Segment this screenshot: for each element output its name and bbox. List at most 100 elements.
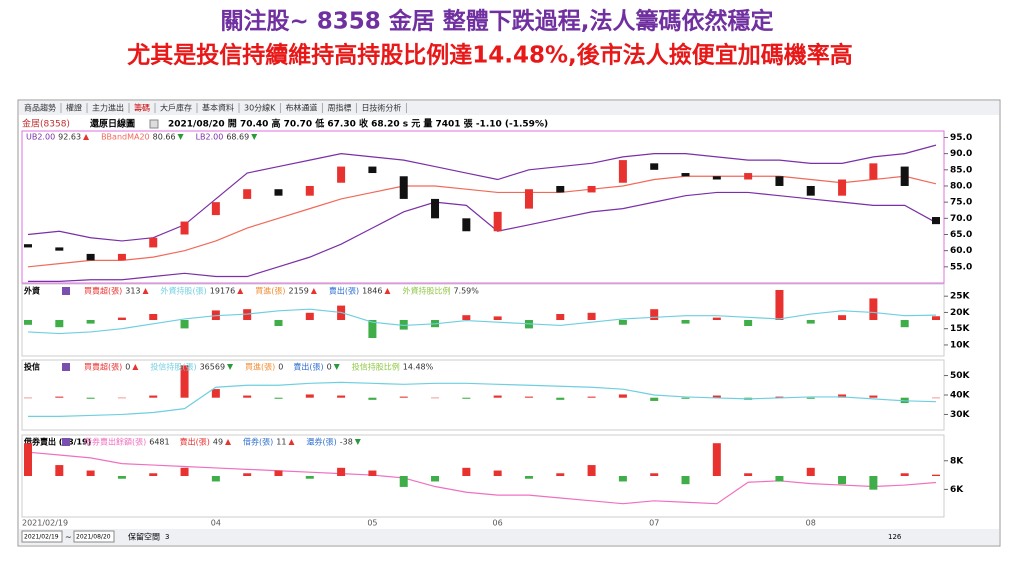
bar — [650, 473, 659, 476]
bar — [838, 315, 847, 320]
bar — [211, 389, 220, 398]
legend-value: 2159 — [288, 287, 308, 296]
tab[interactable]: 日技術分析 — [361, 103, 401, 113]
candle — [305, 185, 314, 196]
legend-value: 49 — [213, 438, 223, 447]
date-input[interactable] — [21, 530, 63, 543]
line — [27, 144, 937, 242]
candle — [180, 221, 189, 235]
trend-arrow — [384, 288, 391, 294]
legend-value: 6481 — [149, 438, 169, 447]
bar — [55, 465, 64, 476]
space-value[interactable]: 3 — [165, 533, 169, 541]
line — [28, 381, 937, 417]
bar — [211, 476, 220, 482]
bar — [712, 395, 721, 398]
bar — [869, 476, 878, 490]
candle — [274, 189, 283, 196]
bar — [305, 394, 314, 398]
mode-icon[interactable] — [149, 119, 159, 129]
bar — [681, 320, 690, 324]
tab[interactable]: 主力進出 — [92, 103, 124, 113]
candle — [368, 166, 377, 174]
trend-arrow — [227, 364, 234, 370]
bar — [838, 476, 847, 485]
bar — [932, 316, 940, 320]
quote: 2021/08/20 開 70.40 高 70.70 低 67.30 收 68.… — [168, 118, 548, 130]
bar — [462, 467, 471, 476]
candle — [806, 185, 815, 196]
bar — [368, 470, 377, 476]
price-panel — [21, 130, 945, 284]
y-tick-label: 30K — [950, 410, 971, 420]
bar — [744, 473, 753, 476]
bar — [493, 316, 502, 320]
date-from[interactable]: 2021/02/19 — [24, 534, 59, 541]
chart-mode[interactable]: 還原日線圖 — [90, 118, 135, 130]
candle — [337, 166, 346, 183]
candle — [117, 253, 126, 261]
bar — [556, 473, 565, 476]
legend-value: 80.66 — [153, 133, 176, 142]
line — [28, 191, 937, 282]
tab[interactable]: 周指標 — [327, 103, 351, 113]
tab[interactable]: 基本資料 — [202, 103, 234, 113]
candle — [618, 160, 627, 183]
legend-name: 賣出(張) — [180, 437, 210, 447]
bar — [305, 476, 314, 479]
date-input[interactable] — [73, 530, 115, 543]
bar — [712, 317, 721, 320]
tab[interactable]: 大戶庫存 — [160, 103, 192, 113]
bar — [180, 467, 189, 476]
y-tick-label: 10K — [950, 340, 971, 350]
x-tick-label: 05 — [367, 519, 377, 528]
y-tick-label: 6K — [950, 485, 964, 495]
bar — [806, 320, 815, 324]
bar — [587, 396, 596, 398]
bar — [149, 473, 158, 476]
tab[interactable]: 布林通道 — [285, 103, 317, 113]
legend-value: 0 — [278, 363, 283, 372]
candle — [838, 179, 847, 196]
bar — [337, 467, 346, 476]
candle — [712, 176, 721, 180]
legend-name: 買進(張) — [245, 363, 275, 372]
bar — [117, 317, 126, 320]
legend-name: 賣出(張) — [293, 362, 323, 372]
bar — [462, 397, 471, 399]
candle — [775, 176, 784, 186]
bar — [524, 476, 533, 479]
candle — [399, 176, 408, 199]
bar — [86, 470, 95, 476]
date-to[interactable]: 2021/08/20 — [76, 534, 111, 541]
legend-name: 買賣超(張) — [84, 286, 122, 296]
candle — [932, 217, 940, 225]
stock-name: 金居(8358) — [22, 118, 70, 130]
line — [27, 308, 937, 335]
bar — [180, 320, 189, 329]
bar — [462, 315, 471, 320]
bar — [24, 443, 32, 476]
legend-value: 68.69 — [226, 133, 249, 142]
tab[interactable]: 權證 — [66, 103, 82, 113]
space-label: 保留空間 — [128, 532, 160, 542]
y-tick-label: 80.0 — [950, 181, 972, 191]
bar — [399, 320, 408, 330]
bar — [86, 397, 95, 399]
x-tick-label: 07 — [649, 519, 659, 528]
candle — [556, 185, 565, 193]
bar — [117, 476, 126, 479]
bar — [55, 320, 64, 328]
tab[interactable]: 籌碼 — [134, 103, 150, 113]
candle — [650, 163, 659, 170]
candle — [587, 185, 596, 193]
panel-icon — [62, 438, 70, 446]
tab[interactable]: 30分線K — [244, 103, 276, 113]
tab[interactable]: 商品趨勢 — [24, 103, 56, 113]
bar — [869, 298, 878, 320]
candle — [493, 211, 502, 232]
legend-value: 313 — [125, 287, 140, 296]
date-sep: ~ — [65, 533, 72, 542]
legend-value: 0 — [327, 363, 332, 372]
